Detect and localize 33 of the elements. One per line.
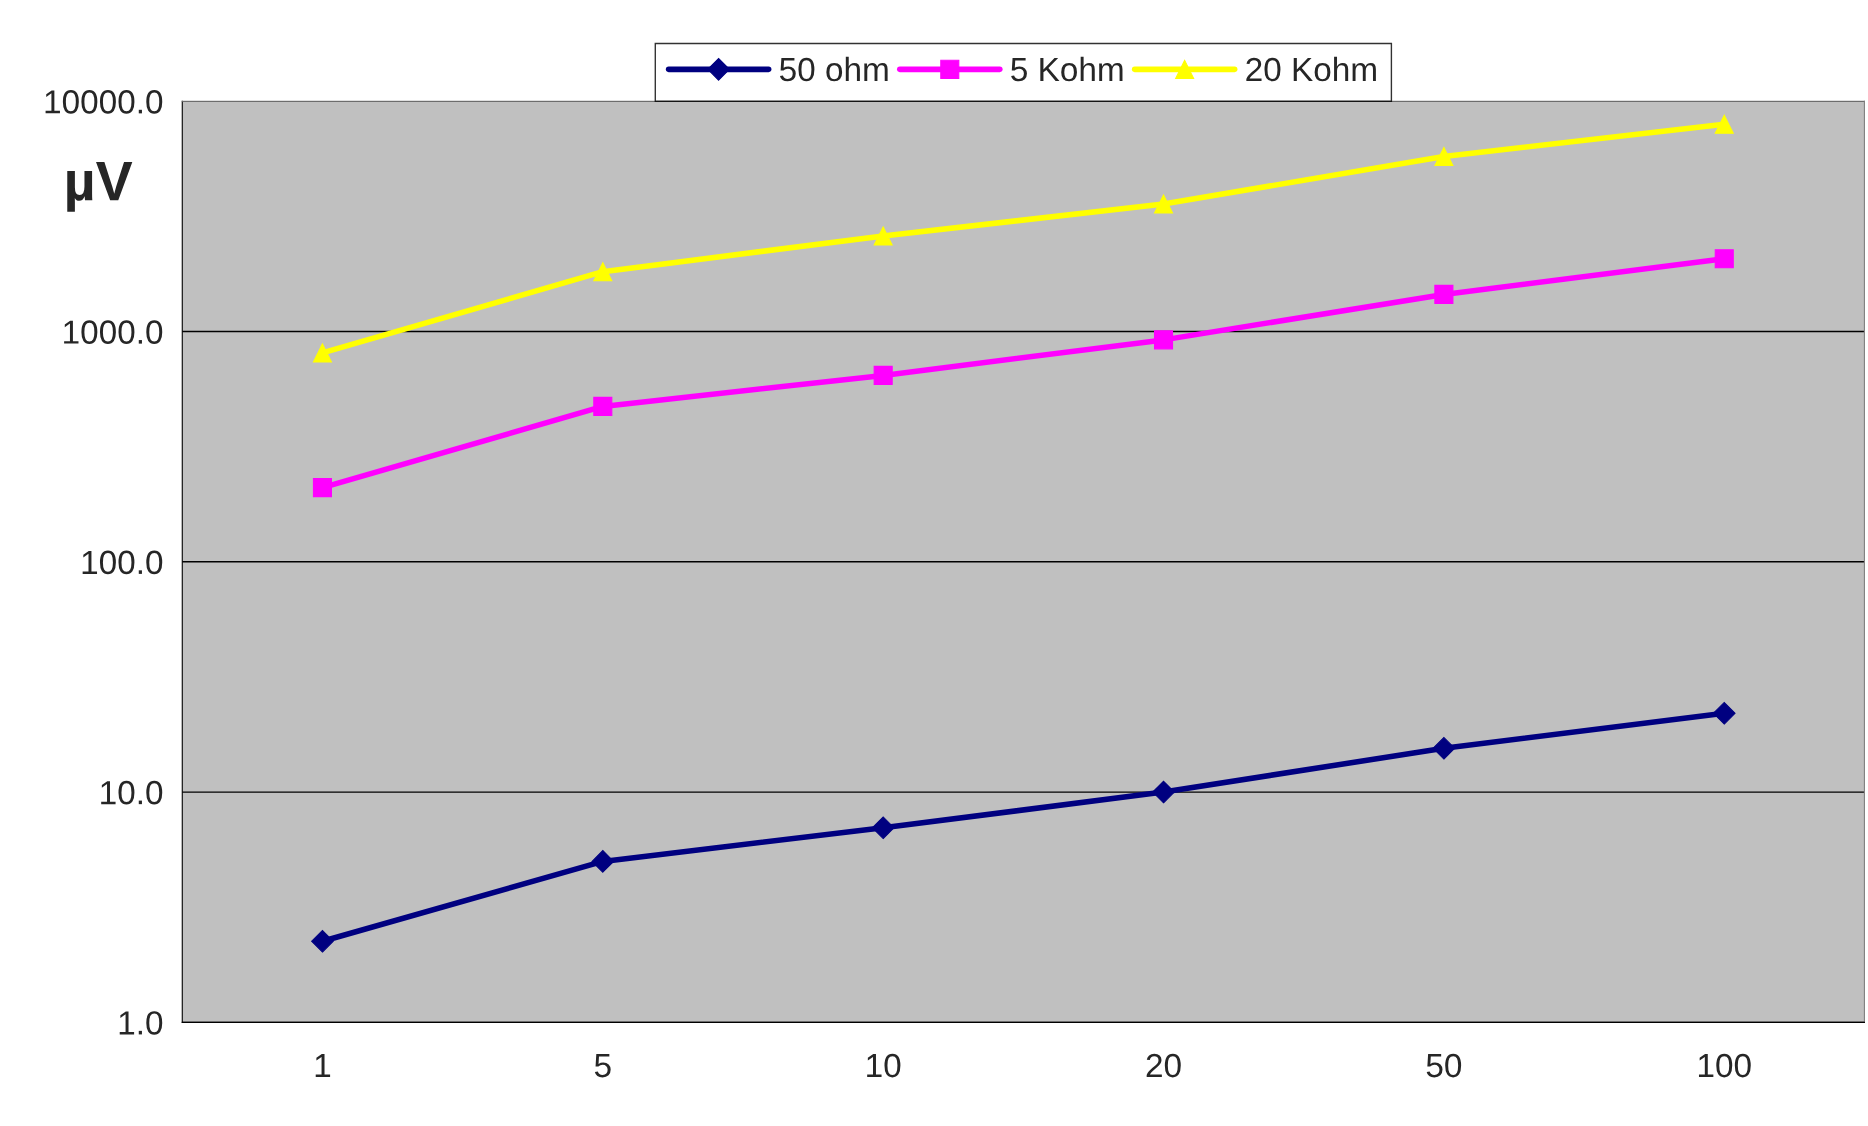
y-tick-label: 1000.0 [64,320,163,344]
y-tick-label: 10000.0 [45,90,163,114]
y-axis-title: µV [67,162,133,212]
x-tick-label: 50 [1426,1053,1462,1078]
point [1434,284,1454,304]
point [871,816,895,840]
point [311,929,334,953]
point [1714,114,1734,134]
legend-label: 5 Kohm [1011,56,1123,82]
point [1434,146,1454,166]
x-tick-label: 10 [867,1053,901,1078]
x-tick-label: 1 [315,1054,331,1078]
point [1153,194,1174,214]
x-tick-label: 100 [1698,1053,1751,1078]
point [1432,736,1456,760]
y-tick-label: 1.0 [119,1011,163,1035]
y-tick-label: 10.0 [101,780,163,805]
point [1153,330,1174,350]
point [1712,701,1736,725]
point [1152,780,1175,804]
legend-label: 20 Kohm [1246,56,1376,82]
x-tick-label: 5 [594,1054,611,1078]
point [593,396,613,416]
x-tick-label: 20 [1146,1053,1181,1078]
point [873,226,893,246]
point [593,262,613,282]
point [1714,249,1734,269]
y-tick-label: 100.0 [82,550,163,575]
point [873,365,893,385]
point [591,850,615,873]
point [312,478,332,498]
legend-label: 50 ohm [779,56,888,82]
point [312,343,332,363]
